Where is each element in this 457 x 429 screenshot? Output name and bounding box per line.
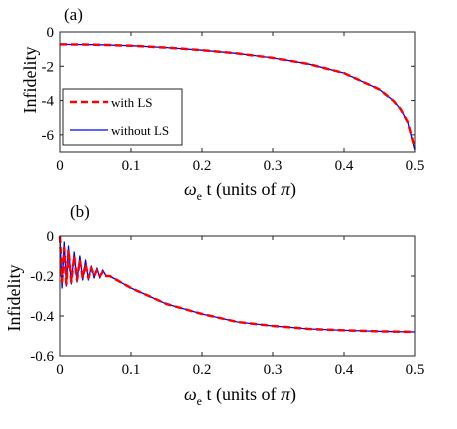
panel-b-series-with-ls <box>58 235 416 334</box>
panel-b-ylabel: Infidelity <box>4 265 24 332</box>
panel-b-ytick-label: -0.2 <box>30 269 54 285</box>
panel-a-xlabel-close: ) <box>290 179 296 200</box>
panel-b-series <box>58 235 416 334</box>
panel-b-xtick-label: 0 <box>56 362 64 378</box>
panel-a-xlabel-sub: e <box>197 189 202 203</box>
panel-b-xlabel-rest: t (units of <box>202 384 281 405</box>
panel-a-ytick-label: -4 <box>42 94 55 110</box>
panel-a-xtick-label: 0.3 <box>264 158 283 174</box>
panel-a-ytick-label: -2 <box>42 59 55 75</box>
panel-a-ytick-label: 0 <box>47 25 55 41</box>
legend-label-with-ls: with LS <box>111 95 153 110</box>
panel-a-xtick-label: 0.1 <box>122 158 141 174</box>
panel-b-ytick-label: -0.6 <box>30 349 54 365</box>
panel-a-legend: with LS without LS <box>62 88 183 146</box>
panel-b-ticks: 0 0.1 0.2 0.3 0.4 0.5 0 -0.2 -0.4 -0.6 <box>30 229 424 378</box>
panel-b-ytick-label: -0.4 <box>30 309 54 325</box>
panel-a-xtick-label: 0.4 <box>335 158 354 174</box>
panel-a-xtick-label: 0.2 <box>193 158 212 174</box>
panel-a-series-with-ls <box>59 43 417 149</box>
panel-b-label: (b) <box>70 202 90 221</box>
panel-b-xlabel-pi: π <box>281 384 291 404</box>
panel-a-xtick-label: 0 <box>56 158 64 174</box>
panel-b-xlabel-omega: ω <box>184 384 197 404</box>
legend-label-without-ls: without LS <box>111 123 169 138</box>
panel-a-axes-box <box>59 31 416 153</box>
panel-a-ylabel: Infidelity <box>20 47 40 114</box>
panel-b-ytick-label: 0 <box>47 229 55 245</box>
panel-b-xtick-label: 0.5 <box>406 362 425 378</box>
panel-a-series <box>59 43 417 151</box>
panel-a-xlabel: ωe t (units of π) <box>184 179 296 203</box>
panel-b-xlabel: ωe t (units of π) <box>184 384 296 408</box>
panel-b-xlabel-close: ) <box>290 384 296 405</box>
panel-b-xtick-label: 0.4 <box>335 362 354 378</box>
panel-a: (a) Infidelity ωe t (units of π) 0 0.1 0.2… <box>20 5 424 203</box>
panel-b-axes-box <box>59 235 416 357</box>
panel-b-xtick-label: 0.2 <box>193 362 212 378</box>
panel-a-xtick-label: 0.5 <box>406 158 425 174</box>
panel-b: (b) Infidelity ωe t (units of π) 0 0.1 0.2… <box>4 202 424 408</box>
panel-a-xlabel-pi: π <box>281 179 291 199</box>
legend-box <box>62 88 183 146</box>
panel-b-xtick-label: 0.3 <box>264 362 283 378</box>
panel-a-xlabel-rest: t (units of <box>202 179 281 200</box>
panel-a-ytick-label: -6 <box>42 128 55 144</box>
panel-a-label: (a) <box>64 5 83 24</box>
panel-b-xlabel-sub: e <box>197 394 202 408</box>
panel-a-xlabel-omega: ω <box>184 179 197 199</box>
panel-b-series-without-ls <box>59 235 416 333</box>
panel-b-xtick-label: 0.1 <box>122 362 141 378</box>
